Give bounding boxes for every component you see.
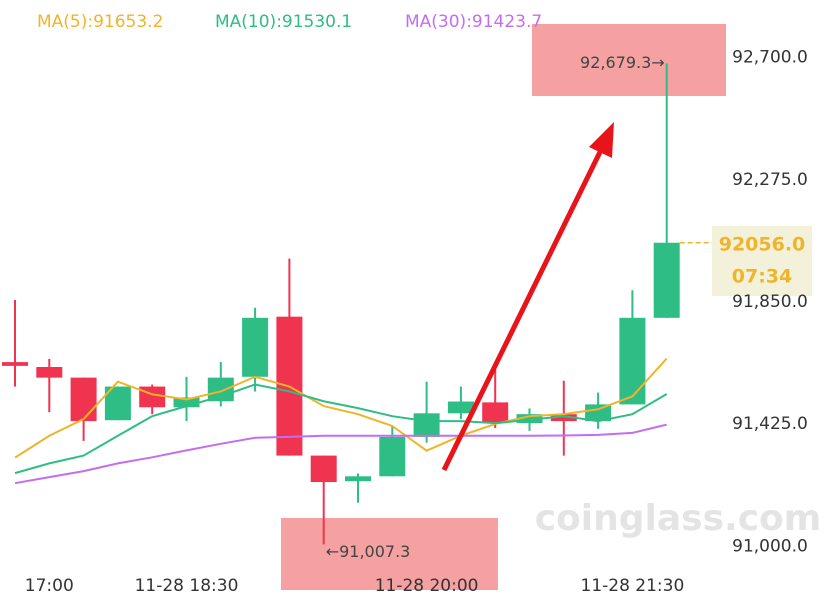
legend-entry: MA(10):91530.1 — [215, 12, 352, 32]
candle-body — [345, 476, 371, 482]
candle-body — [653, 242, 680, 318]
price-tag — [712, 226, 812, 296]
candle-body — [310, 455, 337, 483]
arrow-head — [589, 122, 614, 158]
candle-body — [516, 414, 543, 424]
ma-line — [14, 423, 667, 485]
high-label: 92,679.3→ — [580, 53, 665, 72]
candle-body — [413, 413, 440, 437]
candle-body — [619, 317, 646, 405]
candle-body — [2, 362, 28, 366]
x-tick-label: 11-28 21:30 — [581, 576, 685, 596]
arrow — [441, 150, 603, 472]
candle-body — [379, 436, 406, 477]
legend-entry: MA(5):91653.2 — [37, 12, 163, 32]
highlight-box — [281, 518, 498, 590]
candle-body — [482, 402, 509, 424]
countdown: 07:34 — [732, 265, 792, 287]
x-tick-label: 17:00 — [25, 576, 74, 596]
candle-body — [447, 401, 474, 414]
low-label: ←91,007.3 — [326, 542, 411, 561]
y-tick-label: 91,425.0 — [732, 414, 808, 434]
watermark: coinglass.com — [535, 498, 822, 539]
candle-body — [207, 377, 234, 402]
candle-body — [242, 317, 269, 377]
plot-area — [2, 63, 680, 545]
y-tick-label: 92,700.0 — [732, 48, 808, 68]
candle-body — [70, 377, 97, 422]
ma-line — [14, 383, 668, 475]
x-tick-label: 11-28 20:00 — [375, 576, 479, 596]
candle-body — [173, 397, 200, 408]
ma-line — [14, 357, 668, 459]
candle-body — [139, 386, 166, 408]
x-tick-label: 11-28 18:30 — [135, 576, 239, 596]
candle-body — [585, 404, 612, 422]
y-tick-label: 91,850.0 — [732, 292, 808, 312]
last-price-label: 92056.0 — [719, 233, 806, 255]
y-tick-label: 91,000.0 — [732, 536, 808, 556]
y-tick-label: 92,275.0 — [732, 170, 808, 190]
candle-body — [36, 367, 63, 378]
legend-entry: MA(30):91423.7 — [405, 12, 542, 32]
highlight-box — [532, 24, 726, 96]
candle-body — [550, 414, 577, 422]
